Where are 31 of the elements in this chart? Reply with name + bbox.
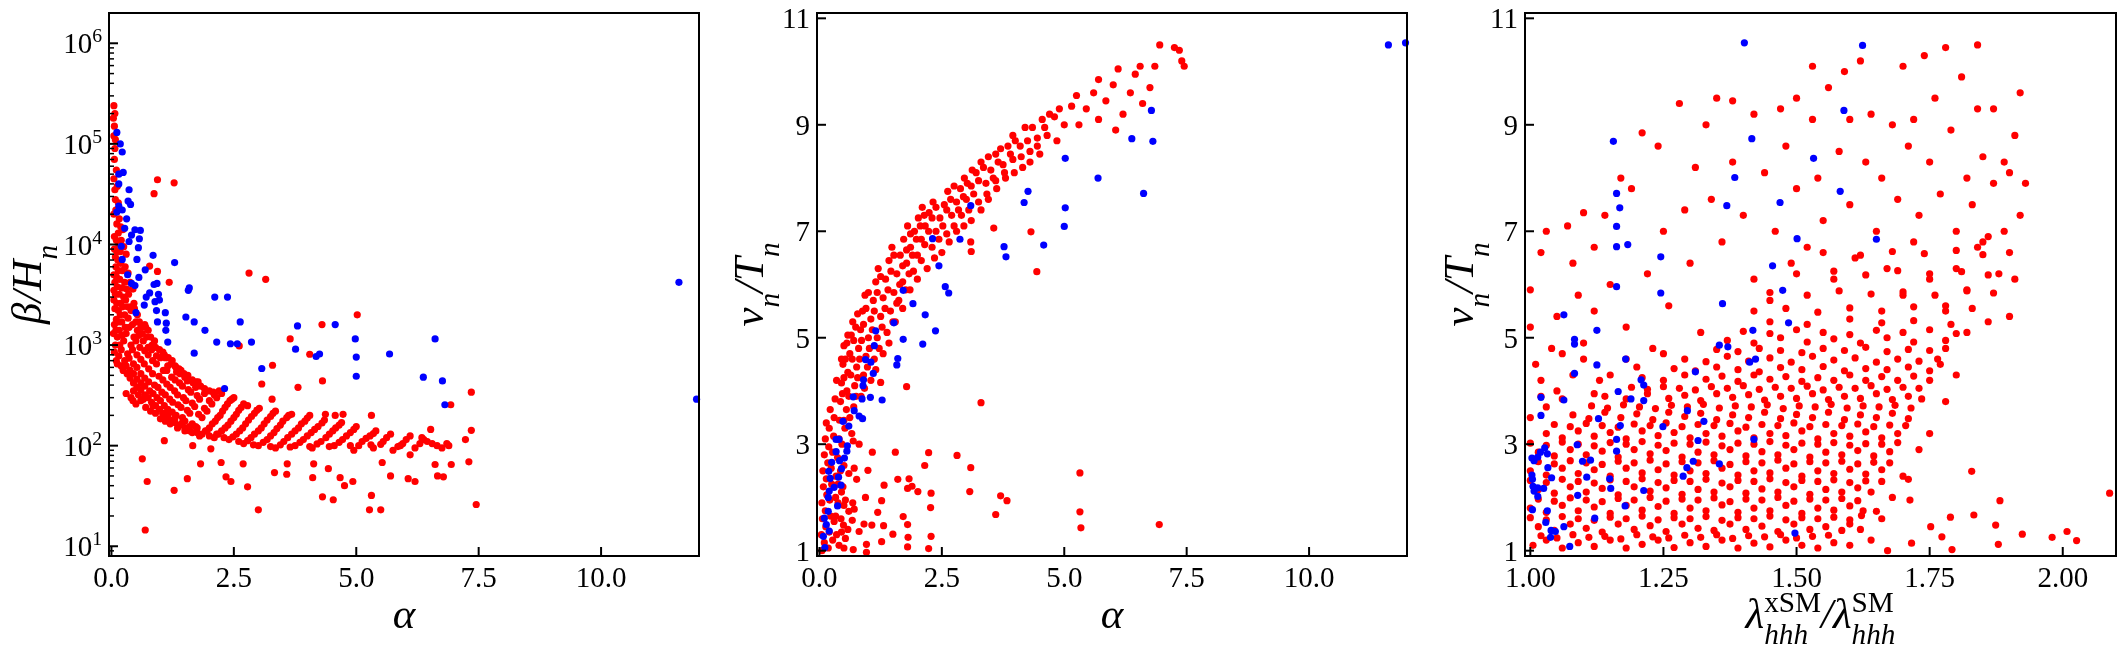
x-tick-label: 1.50 xyxy=(1771,561,1822,593)
x-tick-label: 1.75 xyxy=(1904,561,1956,593)
x-tick-label: 2.5 xyxy=(923,561,960,593)
y-tick-label: 10$^{4}$ xyxy=(63,225,103,261)
y-tick-label: 10$^{6}$ xyxy=(63,24,103,60)
x-tick-label: 10.0 xyxy=(575,561,627,593)
y-tick-label: 11 xyxy=(782,2,810,35)
x-tick-label: 7.5 xyxy=(1168,561,1205,593)
y-tick-label: 10$^{5}$ xyxy=(63,125,103,161)
y-tick-label: 10$^{3}$ xyxy=(63,326,103,362)
x-axis-title: α xyxy=(392,590,417,637)
y-tick-label: 5 xyxy=(795,321,810,354)
x-tick-label: 2.5 xyxy=(215,561,252,593)
y-tick-label: 5 xyxy=(1503,321,1518,354)
y-tick-label: 3 xyxy=(795,428,810,461)
y-tick-label: 7 xyxy=(1503,215,1518,248)
y-tick-label: 3 xyxy=(1503,428,1518,461)
x-axis-title: α xyxy=(1100,590,1125,637)
x-tick-label: 10.0 xyxy=(1283,561,1335,593)
y-tick-label: 7 xyxy=(795,215,810,248)
y-tick-label: 10$^{1}$ xyxy=(63,527,102,563)
y-tick-label: 10$^{2}$ xyxy=(63,426,102,462)
x-tick-label: 5.0 xyxy=(338,561,375,593)
y-tick-label: 9 xyxy=(795,108,810,141)
x-tick-label: 5.0 xyxy=(1046,561,1083,593)
x-tick-label: 1.25 xyxy=(1638,561,1689,593)
y-tick-label: 9 xyxy=(1503,108,1518,141)
y-tick-label: 11 xyxy=(1490,2,1518,35)
x-tick-label: 0.0 xyxy=(93,561,130,593)
x-tick-label: 7.5 xyxy=(460,561,497,593)
x-tick-label: 2.00 xyxy=(2037,561,2089,593)
